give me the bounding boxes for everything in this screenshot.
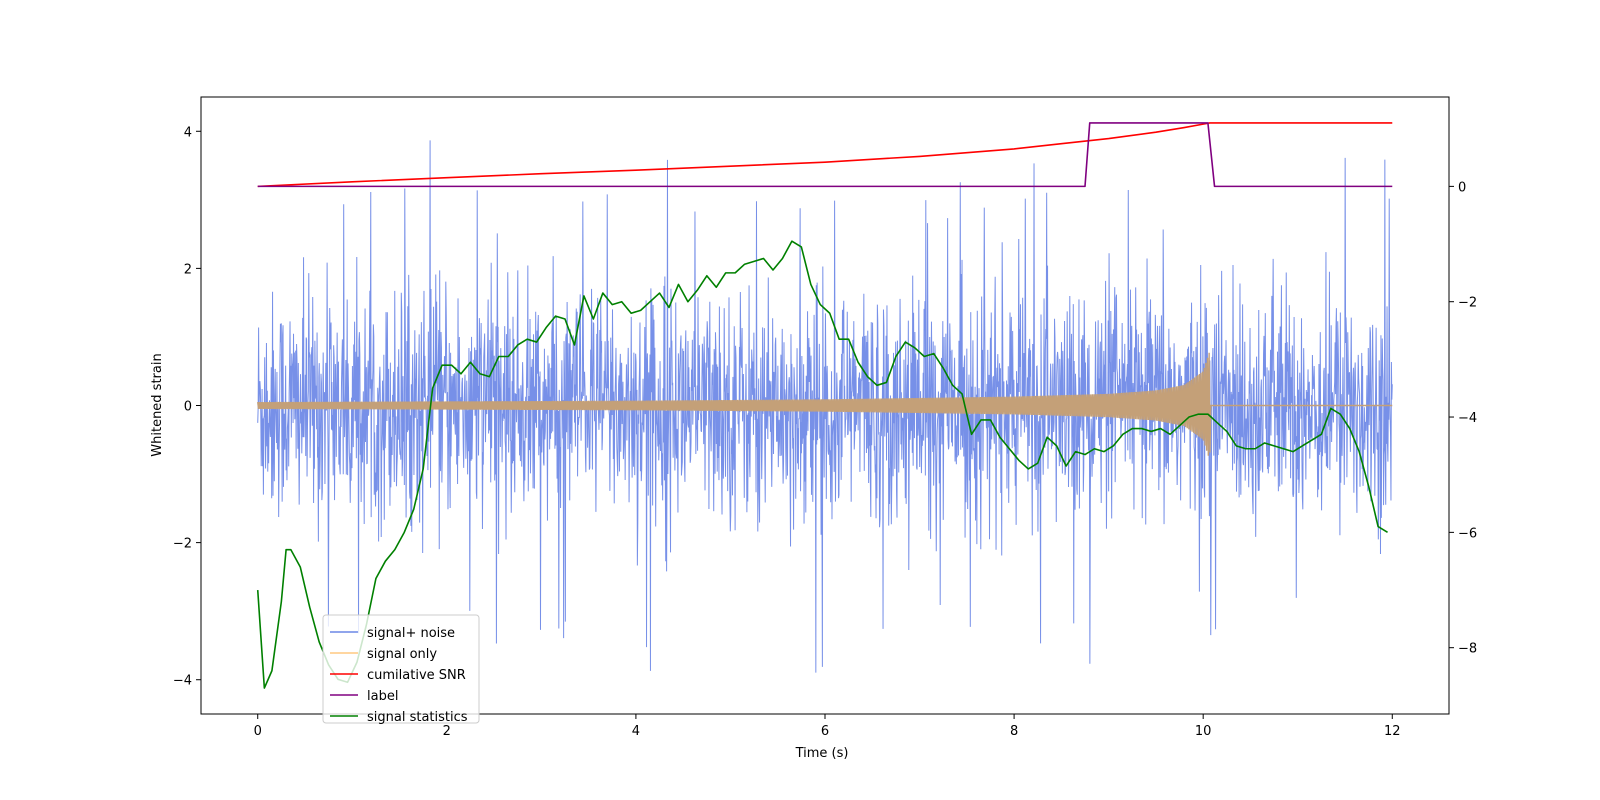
x-tick-label: 8 [1010, 724, 1018, 739]
y-axis-left: −4 −2 0 2 4 [173, 125, 201, 689]
legend-label: signal+ noise [367, 626, 455, 641]
legend: signal+ noise signal only cumilative SNR la… [322, 614, 480, 725]
series-line-signal-only [257, 352, 1393, 456]
y2-tick-label: −2 [1458, 296, 1477, 311]
x-tick-label: 4 [632, 724, 640, 739]
y2-tick-label: −8 [1458, 642, 1477, 657]
legend-label: signal statistics [367, 710, 468, 725]
legend-label: cumilative SNR [367, 668, 466, 683]
y2-tick-label: 0 [1458, 180, 1466, 195]
y-tick-label: 4 [184, 125, 192, 140]
series-line-signal-statistics [256, 240, 1388, 689]
x-tick-label: 6 [821, 724, 829, 739]
legend-label: label [367, 689, 398, 704]
x-tick-label: 12 [1384, 724, 1401, 739]
series-layer [256, 122, 1393, 689]
y-axis-label: Whitened strain [150, 353, 165, 456]
series-line-label [257, 122, 1393, 188]
legend-label: signal only [367, 647, 437, 662]
y2-tick-label: −6 [1458, 526, 1477, 541]
y-axis-right: −8 −6 −4 −2 0 [1449, 180, 1477, 657]
x-tick-label: 10 [1195, 724, 1212, 739]
x-tick-label: 2 [443, 724, 451, 739]
x-tick-label: 0 [254, 724, 262, 739]
y-tick-label: 0 [184, 400, 192, 415]
legend-box [322, 614, 480, 724]
x-axis-label: Time (s) [795, 746, 849, 761]
y2-tick-label: −4 [1458, 411, 1477, 426]
y-tick-label: −2 [173, 537, 192, 552]
y-tick-label: −4 [173, 674, 192, 689]
y-tick-label: 2 [184, 262, 192, 277]
